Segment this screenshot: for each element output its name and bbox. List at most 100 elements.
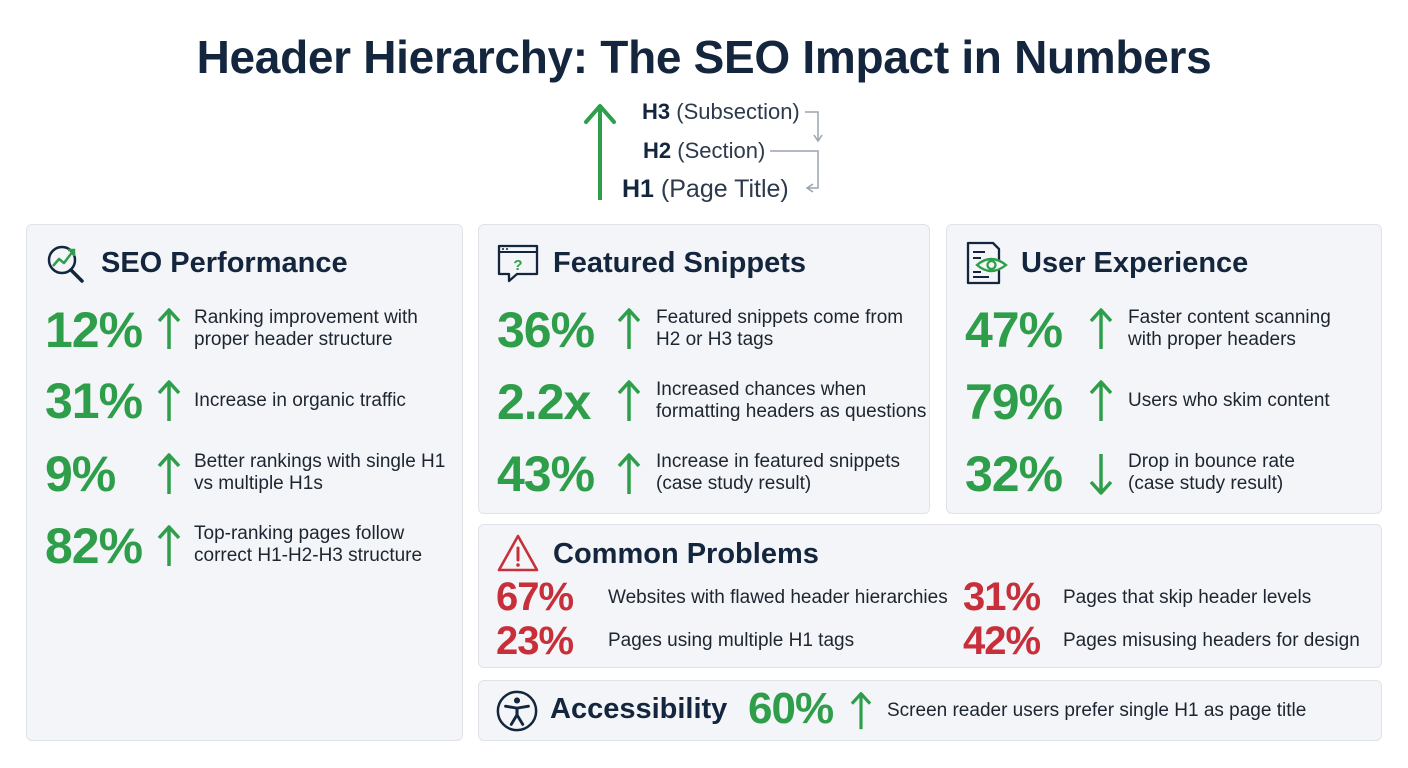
- arrow-up-icon: [1089, 308, 1113, 349]
- document-eye-icon: [963, 240, 1009, 286]
- stat-description-line2: (case study result): [656, 473, 812, 494]
- stat-value: 47%: [965, 302, 1063, 358]
- problem-value: 42%: [963, 619, 1041, 663]
- stat-description-line1: Top-ranking pages follow: [194, 523, 405, 544]
- accessibility-description: Screen reader users prefer single H1 as …: [887, 700, 1307, 721]
- hierarchy-h3-tag: H3: [642, 99, 671, 124]
- stat-value: 31%: [45, 373, 143, 429]
- stat-description-line1: Increase in organic traffic: [194, 390, 406, 411]
- hierarchy-h2-tag: H2: [643, 138, 672, 163]
- stat-description: Ranking improvement with proper header s…: [194, 307, 418, 351]
- arrow-up-icon: [617, 308, 641, 349]
- problem-value: 31%: [963, 575, 1041, 619]
- accessibility-card-title: Accessibility: [550, 693, 728, 725]
- stat-value: 32%: [965, 446, 1063, 502]
- stat-description: Increased chances when formatting header…: [656, 379, 926, 423]
- seo-stat-1: 12%: [45, 301, 143, 359]
- common-problems-card: Common Problems 67% Websites with flawed…: [478, 524, 1382, 668]
- stat-description-line2: with proper headers: [1128, 329, 1296, 350]
- snippets-card-title: Featured Snippets: [553, 246, 806, 279]
- hierarchy-h1-label: (Page Title): [660, 175, 789, 203]
- arrow-up-icon: [157, 525, 181, 566]
- stat-description-line1: Ranking improvement with: [194, 307, 418, 328]
- hierarchy-h1: H1 (Page Title): [622, 175, 789, 204]
- accessibility-card: Accessibility 60% Screen reader users pr…: [478, 680, 1382, 741]
- hierarchy-h2: H2 (Section): [643, 138, 765, 164]
- problem-value: 67%: [496, 575, 574, 619]
- hierarchy-h2-label: (Section): [677, 138, 766, 163]
- ux-stat-1: 47%: [965, 301, 1063, 359]
- seo-card-title: SEO Performance: [101, 246, 348, 279]
- problem-description: Pages that skip header levels: [1063, 587, 1312, 608]
- stat-description-line2: H2 or H3 tags: [656, 329, 774, 350]
- ux-card-header: User Experience: [963, 240, 1248, 286]
- seo-stat-4: 82%: [45, 517, 143, 575]
- stat-description: Increase in featured snippets (case stud…: [656, 451, 900, 495]
- warning-triangle-icon: [495, 531, 541, 577]
- arrow-down-icon: [1089, 454, 1113, 495]
- user-experience-card: User Experience 47% Faster content scann…: [946, 224, 1382, 514]
- stat-description: Faster content scanning with proper head…: [1128, 307, 1331, 351]
- hierarchy-h1-tag: H1: [622, 175, 654, 203]
- arrow-up-icon: [617, 380, 641, 421]
- problem-description: Pages misusing headers for design: [1063, 630, 1360, 651]
- seo-card-header: SEO Performance: [43, 240, 348, 286]
- arrow-up-icon: [850, 692, 872, 730]
- stat-description: Increase in organic traffic: [194, 390, 406, 412]
- problems-card-header: Common Problems: [495, 531, 819, 577]
- stat-value: 79%: [965, 374, 1063, 430]
- stat-description: Users who skim content: [1128, 390, 1330, 412]
- page-title: Header Hierarchy: The SEO Impact in Numb…: [196, 31, 1212, 83]
- stat-description-line1: Increased chances when: [656, 379, 867, 400]
- snippets-stat-2: 2.2x: [497, 373, 591, 431]
- snippets-card-header: ? Featured Snippets: [495, 240, 806, 286]
- ux-stat-3: 32%: [965, 445, 1063, 503]
- stat-description-line1: Users who skim content: [1128, 390, 1330, 411]
- seo-performance-card: SEO Performance 12% Ranking improvement …: [26, 224, 463, 741]
- arrow-up-icon: [617, 453, 641, 494]
- ux-stat-2: 79%: [965, 373, 1063, 431]
- hierarchy-arrows: [584, 104, 823, 200]
- hierarchy-h3-label: (Subsection): [676, 99, 800, 124]
- seo-stat-3: 9%: [45, 445, 116, 503]
- ux-card-title: User Experience: [1021, 246, 1249, 279]
- header-hierarchy-diagram: H3 (Subsection) H2 (Section) H1 (Page Ti…: [0, 0, 1408, 215]
- question-window-icon: ?: [495, 240, 541, 286]
- arrow-up-icon: [157, 380, 181, 421]
- accessibility-value: 60%: [748, 684, 834, 733]
- stat-value: 82%: [45, 518, 143, 574]
- stat-description-line1: Featured snippets come from: [656, 307, 904, 328]
- stat-value: 2.2x: [497, 374, 591, 430]
- stat-description-line2: proper header structure: [194, 329, 393, 350]
- featured-snippets-card: ? Featured Snippets 36% Featured snippet…: [478, 224, 930, 514]
- stat-description: Featured snippets come from H2 or H3 tag…: [656, 307, 903, 351]
- stat-description-line2: (case study result): [1128, 473, 1284, 494]
- stat-value: 9%: [45, 446, 116, 502]
- problem-description: Websites with flawed header hierarchies: [608, 587, 948, 608]
- magnifier-chart-icon: [43, 240, 89, 286]
- stat-value: 12%: [45, 302, 143, 358]
- accessibility-person-icon: [495, 689, 539, 733]
- stat-description-line2: formatting headers as questions: [656, 401, 927, 422]
- stat-description-line1: Better rankings with single H1: [194, 451, 446, 472]
- arrow-up-icon: [157, 308, 181, 349]
- stat-description-line1: Drop in bounce rate: [1128, 451, 1295, 472]
- svg-text:?: ?: [513, 257, 522, 274]
- problem-value: 23%: [496, 619, 574, 663]
- arrow-up-icon: [1089, 380, 1113, 421]
- snippets-stat-3: 43%: [497, 445, 595, 503]
- stat-description-line1: Increase in featured snippets: [656, 451, 900, 472]
- stat-value: 36%: [497, 302, 595, 358]
- stat-description-line1: Faster content scanning: [1128, 307, 1331, 328]
- arrow-up-icon: [157, 453, 181, 494]
- problems-card-title: Common Problems: [553, 537, 819, 570]
- stat-description-line2: correct H1-H2-H3 structure: [194, 545, 423, 566]
- stat-description: Drop in bounce rate (case study result): [1128, 451, 1295, 495]
- snippets-stat-1: 36%: [497, 301, 595, 359]
- stat-description-line2: vs multiple H1s: [194, 473, 323, 494]
- seo-stat-2: 31%: [45, 372, 143, 430]
- hierarchy-h3: H3 (Subsection): [642, 99, 800, 125]
- stat-description: Better rankings with single H1 vs multip…: [194, 451, 445, 495]
- stat-description: Top-ranking pages follow correct H1-H2-H…: [194, 523, 422, 567]
- problem-description: Pages using multiple H1 tags: [608, 630, 855, 651]
